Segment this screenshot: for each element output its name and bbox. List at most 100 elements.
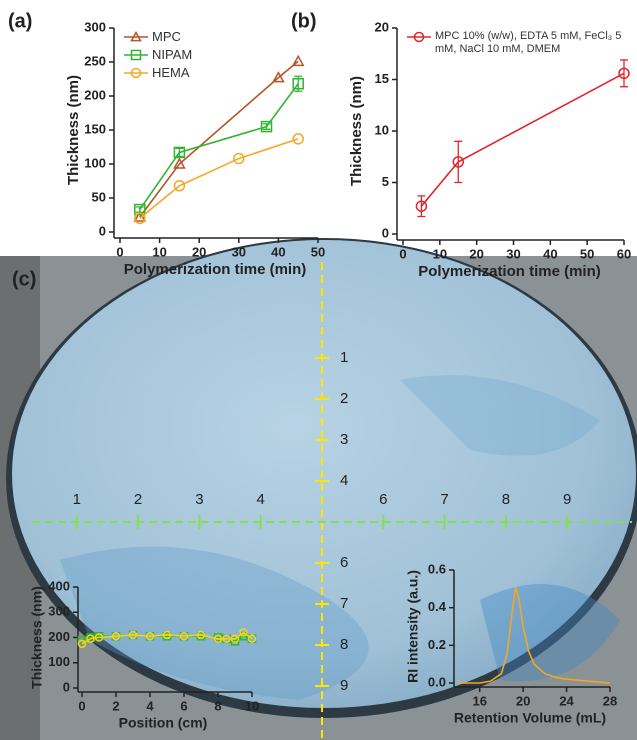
panel-label: (b) — [291, 10, 317, 32]
scale-label: 7 — [340, 595, 348, 612]
y-tick-label: 200 — [84, 87, 106, 102]
photo — [0, 238, 637, 740]
y-axis-label: RI intensity (a.u.) — [405, 570, 421, 683]
x-tick-label: 2 — [112, 698, 119, 713]
marker — [196, 630, 206, 640]
x-tick-label: 40 — [271, 244, 285, 259]
x-tick-label: 40 — [543, 246, 557, 261]
y-tick-label: 0 — [382, 225, 389, 240]
chart: 0 50 100 150 200 250 300 0 10 20 30 40 50 Polymerizat… — [8, 10, 325, 278]
y-tick-label: 5 — [382, 174, 389, 189]
y-tick-label: 0.6 — [428, 561, 446, 576]
marker — [173, 157, 186, 169]
marker — [86, 634, 95, 644]
x-tick-label: 10 — [433, 246, 447, 261]
x-axis-label: Position (cm) — [119, 715, 208, 731]
marker — [260, 120, 273, 133]
marker — [452, 156, 464, 168]
legend-label: MPC 10% (w/w), EDTA 5 mM, FeCl₃ 5 mM, Na… — [435, 30, 622, 55]
marker — [292, 78, 304, 90]
y-axis-label: Thickness (nm) — [65, 75, 82, 185]
y-tick-label: 150 — [84, 121, 106, 136]
scale-label: 4 — [257, 491, 265, 508]
marker — [239, 628, 248, 637]
y-tick-label: 250 — [84, 53, 106, 68]
scale-label: 6 — [340, 554, 348, 571]
x-tick-label: 24 — [559, 693, 574, 708]
x-tick-label: 16 — [472, 693, 486, 708]
marker — [247, 634, 257, 644]
y-tick-label: 300 — [48, 604, 70, 619]
scale-label: 8 — [340, 636, 348, 653]
y-tick-label: 0.2 — [428, 637, 446, 652]
legend-entry: MPC — [152, 30, 181, 43]
stain — [400, 375, 600, 456]
series-line — [458, 586, 611, 684]
marker — [94, 633, 104, 642]
legend-marker — [130, 67, 142, 79]
series-line — [420, 72, 625, 207]
x-tick-label: 20 — [516, 693, 530, 708]
x-axis-label: Polymerization time (min) — [124, 261, 307, 278]
x-tick-label: 20 — [192, 244, 206, 259]
legend-label: NIPAM — [152, 48, 193, 62]
error-bar — [454, 140, 463, 184]
marker — [134, 203, 146, 216]
marker — [213, 634, 223, 644]
x-tick-label: 0 — [116, 244, 123, 259]
scale-label: 3 — [340, 431, 348, 448]
error-bar — [620, 59, 628, 88]
error-bar — [417, 195, 426, 218]
series-line — [139, 83, 299, 211]
marker — [128, 630, 138, 640]
x-tick-label: 28 — [603, 693, 617, 708]
x-tick-label: 50 — [311, 244, 325, 259]
marker — [272, 71, 285, 83]
y-tick-label: 20 — [375, 19, 389, 34]
y-axis-label: Thickness (nm) — [29, 586, 45, 689]
marker — [179, 631, 189, 641]
marker — [134, 212, 146, 225]
scale-label: 8 — [502, 491, 510, 508]
marker — [233, 152, 245, 165]
x-tick-label: 4 — [146, 698, 154, 713]
scale-label: 1 — [340, 349, 348, 366]
x-tick-label: 30 — [232, 244, 246, 259]
scale-label: 1 — [73, 491, 81, 508]
marker — [162, 630, 172, 640]
x-tick-label: 6 — [180, 698, 187, 713]
x-tick-label: 20 — [469, 246, 483, 261]
x-tick-label: 50 — [580, 246, 594, 261]
chart: 0.0 0.2 0.4 0.6 16 20 24 28 Retention Volume (mL… — [405, 561, 618, 725]
legend-entry: HEMA — [152, 66, 190, 79]
y-axis-label: Thickness (nm) — [348, 76, 365, 186]
scale-label: 7 — [440, 491, 448, 508]
x-tick-label: 8 — [214, 698, 221, 713]
series-line — [139, 60, 299, 218]
x-axis-label: Polymerization time (min) — [418, 263, 601, 280]
x-tick-label: 0 — [399, 246, 406, 261]
x-tick-label: 60 — [617, 246, 631, 261]
x-tick-label: 10 — [245, 698, 259, 713]
marker — [618, 67, 630, 80]
y-tick-label: 15 — [375, 71, 389, 86]
error-bar — [135, 206, 144, 213]
scale-label: 3 — [195, 491, 203, 508]
legend-marker — [130, 49, 142, 61]
scale-label: 2 — [134, 491, 142, 508]
y-tick-label: 0.0 — [428, 674, 446, 689]
marker — [415, 200, 428, 212]
y-tick-label: 400 — [48, 578, 70, 593]
scale-label: 4 — [340, 472, 348, 489]
y-tick-label: 300 — [84, 19, 106, 34]
marker — [173, 180, 186, 192]
scale-label: 2 — [340, 390, 348, 407]
chart: 0 5 10 15 20 0 10 20 30 40 50 60 Polymerization time… — [291, 10, 631, 280]
legend-entry: NIPAM — [152, 48, 193, 62]
y-tick-label: 0 — [99, 223, 106, 238]
stain — [60, 546, 369, 700]
marker — [173, 146, 186, 159]
x-tick-label: 30 — [506, 246, 520, 261]
chart: 0 100 200 300 400 0 2 4 6 8 10 Position (cm) Thickne… — [29, 578, 260, 730]
scale-label: 9 — [563, 491, 571, 508]
